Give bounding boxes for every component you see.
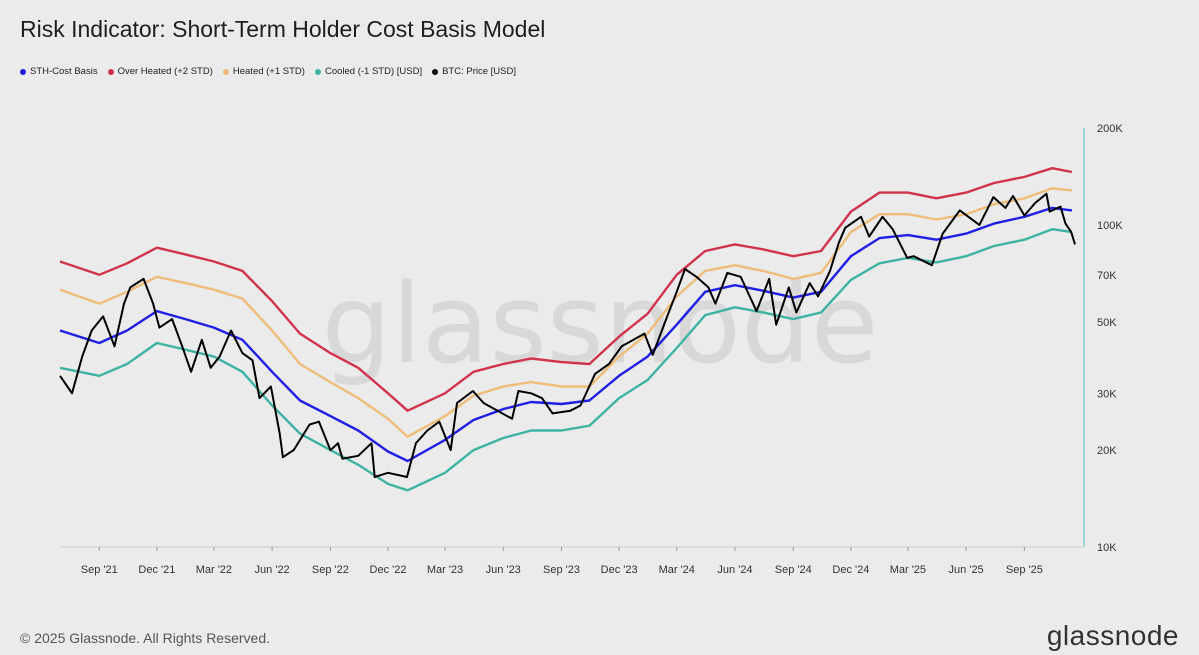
x-tick-label: Jun '23 bbox=[486, 564, 521, 576]
legend-item-btc-price[interactable]: BTC: Price [USD] bbox=[432, 66, 516, 77]
x-tick-label: Sep '21 bbox=[81, 564, 118, 576]
series-line-heated-1-std bbox=[59, 187, 1073, 438]
x-tick-label: Sep '24 bbox=[775, 564, 812, 576]
legend-item-sth-cost-basis[interactable]: STH-Cost Basis bbox=[20, 66, 98, 77]
brand-logo: glassnode bbox=[1046, 620, 1179, 651]
legend-item-over-heated[interactable]: Over Heated (+2 STD) bbox=[107, 66, 213, 77]
x-tick-label: Dec '23 bbox=[601, 564, 638, 576]
legend-dot-icon bbox=[314, 68, 321, 75]
legend-label: Over Heated (+2 STD) bbox=[117, 66, 213, 77]
chart-title: Risk Indicator: Short-Term Holder Cost B… bbox=[20, 16, 546, 42]
x-tick-label: Dec '22 bbox=[370, 564, 407, 576]
y-tick-label: 200K bbox=[1097, 123, 1123, 135]
series-line-btc-price-usd bbox=[59, 192, 1076, 478]
legend-item-cooled[interactable]: Cooled (-1 STD) [USD] bbox=[314, 66, 423, 77]
legend-label: STH-Cost Basis bbox=[30, 66, 98, 77]
watermark-logo: glassnode bbox=[322, 260, 879, 388]
x-tick-label: Mar '22 bbox=[196, 564, 232, 576]
legend: STH-Cost Basis Over Heated (+2 STD) Heat… bbox=[20, 66, 516, 77]
x-tick-label: Dec '21 bbox=[138, 564, 175, 576]
legend-dot-icon bbox=[432, 68, 439, 75]
y-tick-label: 100K bbox=[1097, 220, 1123, 232]
x-tick-label: Mar '24 bbox=[659, 564, 695, 576]
legend-label: Heated (+1 STD) bbox=[232, 66, 305, 77]
y-tick-label: 10K bbox=[1097, 542, 1117, 554]
series-line-sth-cost-basis bbox=[59, 206, 1073, 463]
x-tick-label: Mar '23 bbox=[427, 564, 463, 576]
legend-item-heated[interactable]: Heated (+1 STD) bbox=[222, 66, 305, 77]
y-axis: 200K 100K 70K 50K 30K 20K 10K bbox=[1083, 123, 1123, 554]
series-line-over-heated-2-std bbox=[59, 167, 1073, 412]
y-tick-label: 20K bbox=[1097, 445, 1117, 457]
legend-label: BTC: Price [USD] bbox=[442, 66, 516, 77]
legend-dot-icon bbox=[222, 68, 229, 75]
x-tick-label: Sep '22 bbox=[312, 564, 349, 576]
y-tick-label: 70K bbox=[1097, 270, 1117, 282]
x-axis: Sep '21 Dec '21 Mar '22 Jun '22 Sep '22 Dec '… bbox=[60, 546, 1082, 576]
series-line-cooled-1-std-usd bbox=[59, 228, 1073, 492]
series-layer bbox=[59, 167, 1076, 492]
legend-label: Cooled (-1 STD) [USD] bbox=[324, 66, 423, 77]
x-tick-label: Sep '23 bbox=[543, 564, 580, 576]
x-tick-label: Jun '24 bbox=[717, 564, 752, 576]
y-tick-label: 30K bbox=[1097, 388, 1117, 400]
copyright-text: © 2025 Glassnode. All Rights Reserved. bbox=[20, 630, 271, 646]
legend-dot-icon bbox=[20, 68, 26, 75]
y-tick-label: 50K bbox=[1097, 317, 1117, 329]
x-tick-label: Mar '25 bbox=[890, 564, 926, 576]
x-tick-label: Sep '25 bbox=[1006, 564, 1043, 576]
x-tick-label: Dec '24 bbox=[832, 564, 869, 576]
x-tick-label: Jun '22 bbox=[255, 564, 290, 576]
legend-dot-icon bbox=[107, 68, 114, 75]
x-tick-label: Jun '25 bbox=[949, 564, 984, 576]
